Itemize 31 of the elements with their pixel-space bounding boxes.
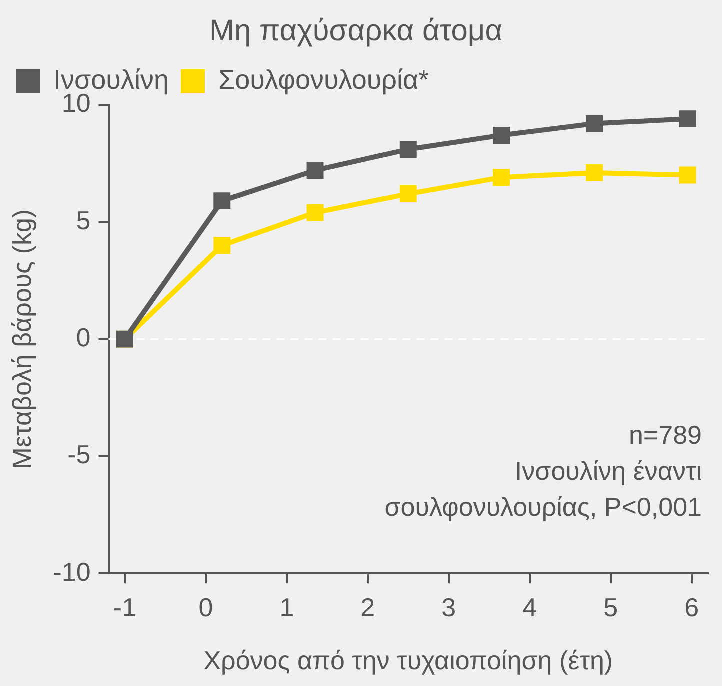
point: [214, 192, 231, 210]
x-tick-label: 5: [604, 592, 618, 622]
point: [306, 204, 324, 222]
chart-title: Μη παχύσαρκα άτομα: [209, 14, 503, 48]
y-tick-label: 0: [76, 322, 91, 352]
point: [400, 141, 417, 158]
annotation: n=789: [628, 420, 702, 450]
y-tick-label: 5: [76, 205, 91, 236]
point: [493, 169, 510, 186]
x-tick-label: 0: [198, 592, 214, 622]
annotation: Ινσουλίνη έναντι: [514, 456, 702, 486]
x-tick-label: 2: [360, 592, 376, 622]
point: [679, 110, 696, 128]
point: [586, 115, 604, 132]
x-tick-label: 4: [522, 592, 538, 622]
point: [493, 126, 510, 144]
legend-label: Σουλφονυλουρία*: [218, 64, 430, 95]
x-tick-label: 1: [280, 592, 294, 622]
point: [400, 186, 417, 203]
annotation: σουλφονυλουρίας, P<0,001: [384, 492, 702, 522]
point: [586, 164, 604, 182]
y-tick-label: -10: [53, 556, 91, 587]
x-tick-label: 3: [442, 592, 456, 622]
x-tick-label: -1: [113, 592, 137, 622]
point: [679, 166, 696, 184]
x-tick-label: 6: [684, 592, 700, 622]
y-tick-label: -5: [68, 440, 91, 470]
x-axis-title: Χρόνος από την τυχαιοποίηση (έτη): [204, 646, 614, 676]
point: [306, 162, 324, 180]
y-axis-title: Μεταβολή βάρους (kg): [6, 209, 37, 470]
point: [214, 237, 231, 254]
